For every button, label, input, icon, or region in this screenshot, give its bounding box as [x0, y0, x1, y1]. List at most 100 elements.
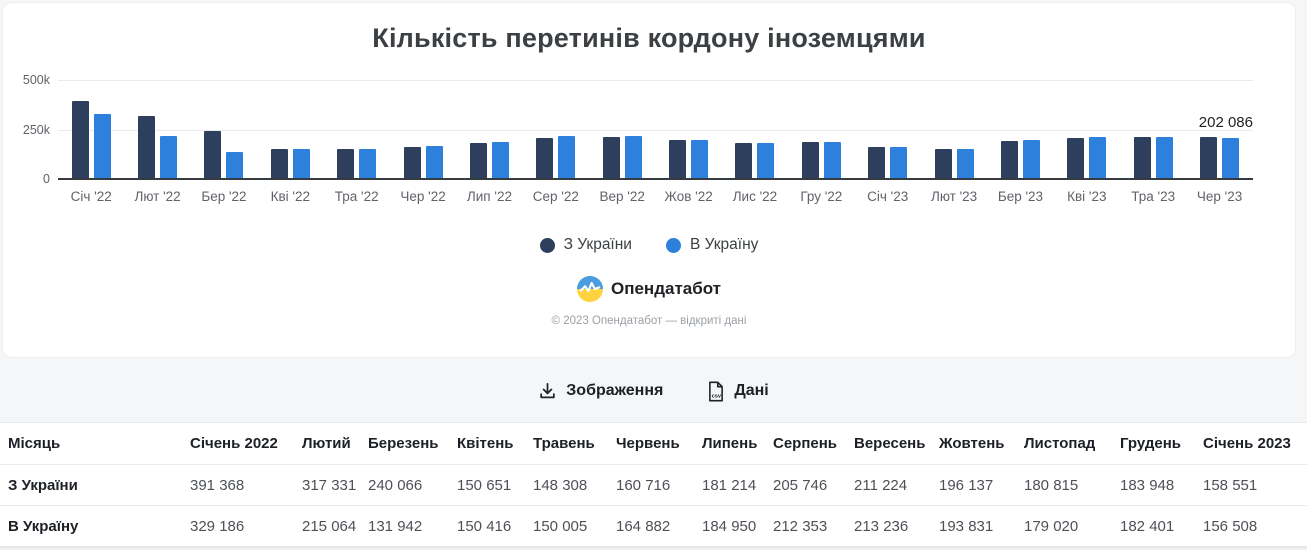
bar-group: [1200, 137, 1240, 178]
x-axis-label: Січ '22: [70, 189, 112, 204]
bar: [425, 145, 443, 178]
bar: [1155, 137, 1173, 178]
bar: [270, 148, 288, 178]
bar-group: [1000, 140, 1040, 178]
bar-group: [204, 130, 244, 178]
svg-text:csv: csv: [712, 393, 722, 399]
table-cell: 150 005: [533, 517, 588, 535]
y-axis-tick: 250k: [22, 123, 50, 137]
bar: [226, 152, 244, 178]
table-body: З України 391 368 317 331 240 066 150 651 148…: [0, 465, 1307, 547]
table-cell: 160 716: [616, 476, 671, 494]
bar-group: [934, 148, 974, 178]
bar: [359, 148, 377, 178]
bar: [71, 101, 89, 178]
bar-group: [1133, 137, 1173, 178]
table-header-cell: Грудень: [1120, 435, 1182, 452]
bar: [1133, 137, 1151, 178]
table-header-cell: Серпень: [773, 435, 838, 452]
bar-group: [403, 145, 443, 178]
x-axis-label: Бер '22: [201, 189, 247, 204]
table-header-cell: Березень: [368, 435, 439, 452]
chart-title: Кількість перетинів кордону іноземцями: [372, 23, 926, 53]
legend-dot: [539, 237, 555, 253]
chart-card: Кількість перетинів кордону іноземцями 5…: [2, 2, 1296, 358]
table-cell: 183 948: [1120, 476, 1175, 494]
csv-file-icon: csv: [707, 381, 725, 402]
x-axis-label: Чер '22: [400, 189, 446, 204]
x-axis-label: Вер '22: [599, 189, 645, 204]
bar: [890, 147, 908, 178]
export-actions: Зображення csv Дані: [0, 378, 1307, 404]
bar-group: [801, 141, 841, 178]
y-axis-tick: 500k: [22, 73, 50, 87]
download-icon: [538, 381, 557, 401]
x-axis-labels: Січ '22 Лют '22 Бер '22 Кві '22 Тра '22 Чер '…: [58, 189, 1253, 204]
bar-group: [71, 101, 111, 178]
table-header-cell: Липень: [702, 435, 758, 452]
legend-label: З України: [563, 236, 632, 253]
x-axis-label: Лип '22: [466, 189, 512, 204]
bar: [801, 141, 819, 178]
bar: [735, 142, 753, 178]
table-header-cell: Жовтень: [939, 435, 1005, 452]
x-axis-label: Сер '22: [532, 189, 579, 204]
bar-group: [602, 136, 642, 178]
bar: [1067, 138, 1085, 178]
bar: [1000, 141, 1018, 178]
legend-dot: [665, 237, 681, 253]
legend-item[interactable]: В Україну: [665, 236, 758, 254]
table-cell: 180 815: [1024, 476, 1079, 494]
table-cell: 156 508: [1203, 517, 1258, 535]
bar: [292, 148, 310, 178]
download-image-button[interactable]: Зображення: [538, 381, 663, 401]
x-axis-label: Жов '22: [664, 189, 713, 204]
table-cell: 182 401: [1120, 517, 1175, 535]
table-header-month: Місяць: [8, 435, 61, 452]
table-header-cell: Травень: [533, 435, 595, 452]
bar: [868, 146, 886, 178]
bar: [160, 135, 178, 178]
table-cell: 164 882: [616, 517, 671, 535]
table-cell: 205 746: [773, 476, 828, 494]
brand-name: Опендатабот: [610, 279, 722, 298]
bar: [624, 136, 642, 178]
copyright-text: © 2023 Опендатабот — відкриті дані: [551, 315, 747, 327]
x-axis-label: Кві '23: [1067, 189, 1107, 204]
bar: [403, 146, 421, 178]
bar: [93, 113, 111, 178]
download-data-button[interactable]: csv Дані: [707, 381, 769, 402]
table-cell: 211 224: [854, 476, 908, 494]
legend-item[interactable]: З України: [539, 236, 632, 254]
table-cell: 150 651: [457, 476, 512, 494]
table-header-cell: Вересень: [854, 435, 926, 452]
table-cell: 150 416: [457, 517, 512, 535]
bars-container: [58, 80, 1253, 178]
last-value-annotation: 202 086: [1198, 114, 1253, 132]
bar-group: [536, 136, 576, 178]
brand: Опендатабот: [3, 276, 1295, 302]
table-header-cell: Квітень: [457, 435, 514, 452]
chart-plot-area: 500k 250k 0 202 086: [23, 73, 1253, 186]
table-cell: 148 308: [533, 476, 588, 494]
bar: [823, 142, 841, 178]
bar: [337, 148, 355, 178]
bar: [558, 136, 576, 178]
table-header-row: Місяць Січень 2022 Лютий Березень Квітень Тр…: [0, 423, 1307, 465]
bar: [956, 148, 974, 178]
table-cell: 391 368: [190, 476, 245, 494]
y-axis-tick: 0: [43, 172, 50, 186]
table-cell: 193 831: [939, 517, 994, 535]
x-axis-label: Гру '22: [800, 189, 843, 204]
table-cell: 212 353: [773, 517, 828, 535]
bar: [491, 141, 509, 178]
bar-group: [138, 115, 178, 178]
bar-group: [270, 148, 310, 178]
chart-legend: З України В Україну: [3, 236, 1295, 254]
bar-group: [669, 139, 709, 178]
table-horizontal-scrollbar[interactable]: [0, 547, 1307, 550]
table-cell: 240 066: [368, 476, 423, 494]
row-label: В Україну: [8, 517, 79, 535]
bar-group: [735, 142, 775, 178]
table-header-cell: Січень 2022: [190, 435, 278, 452]
